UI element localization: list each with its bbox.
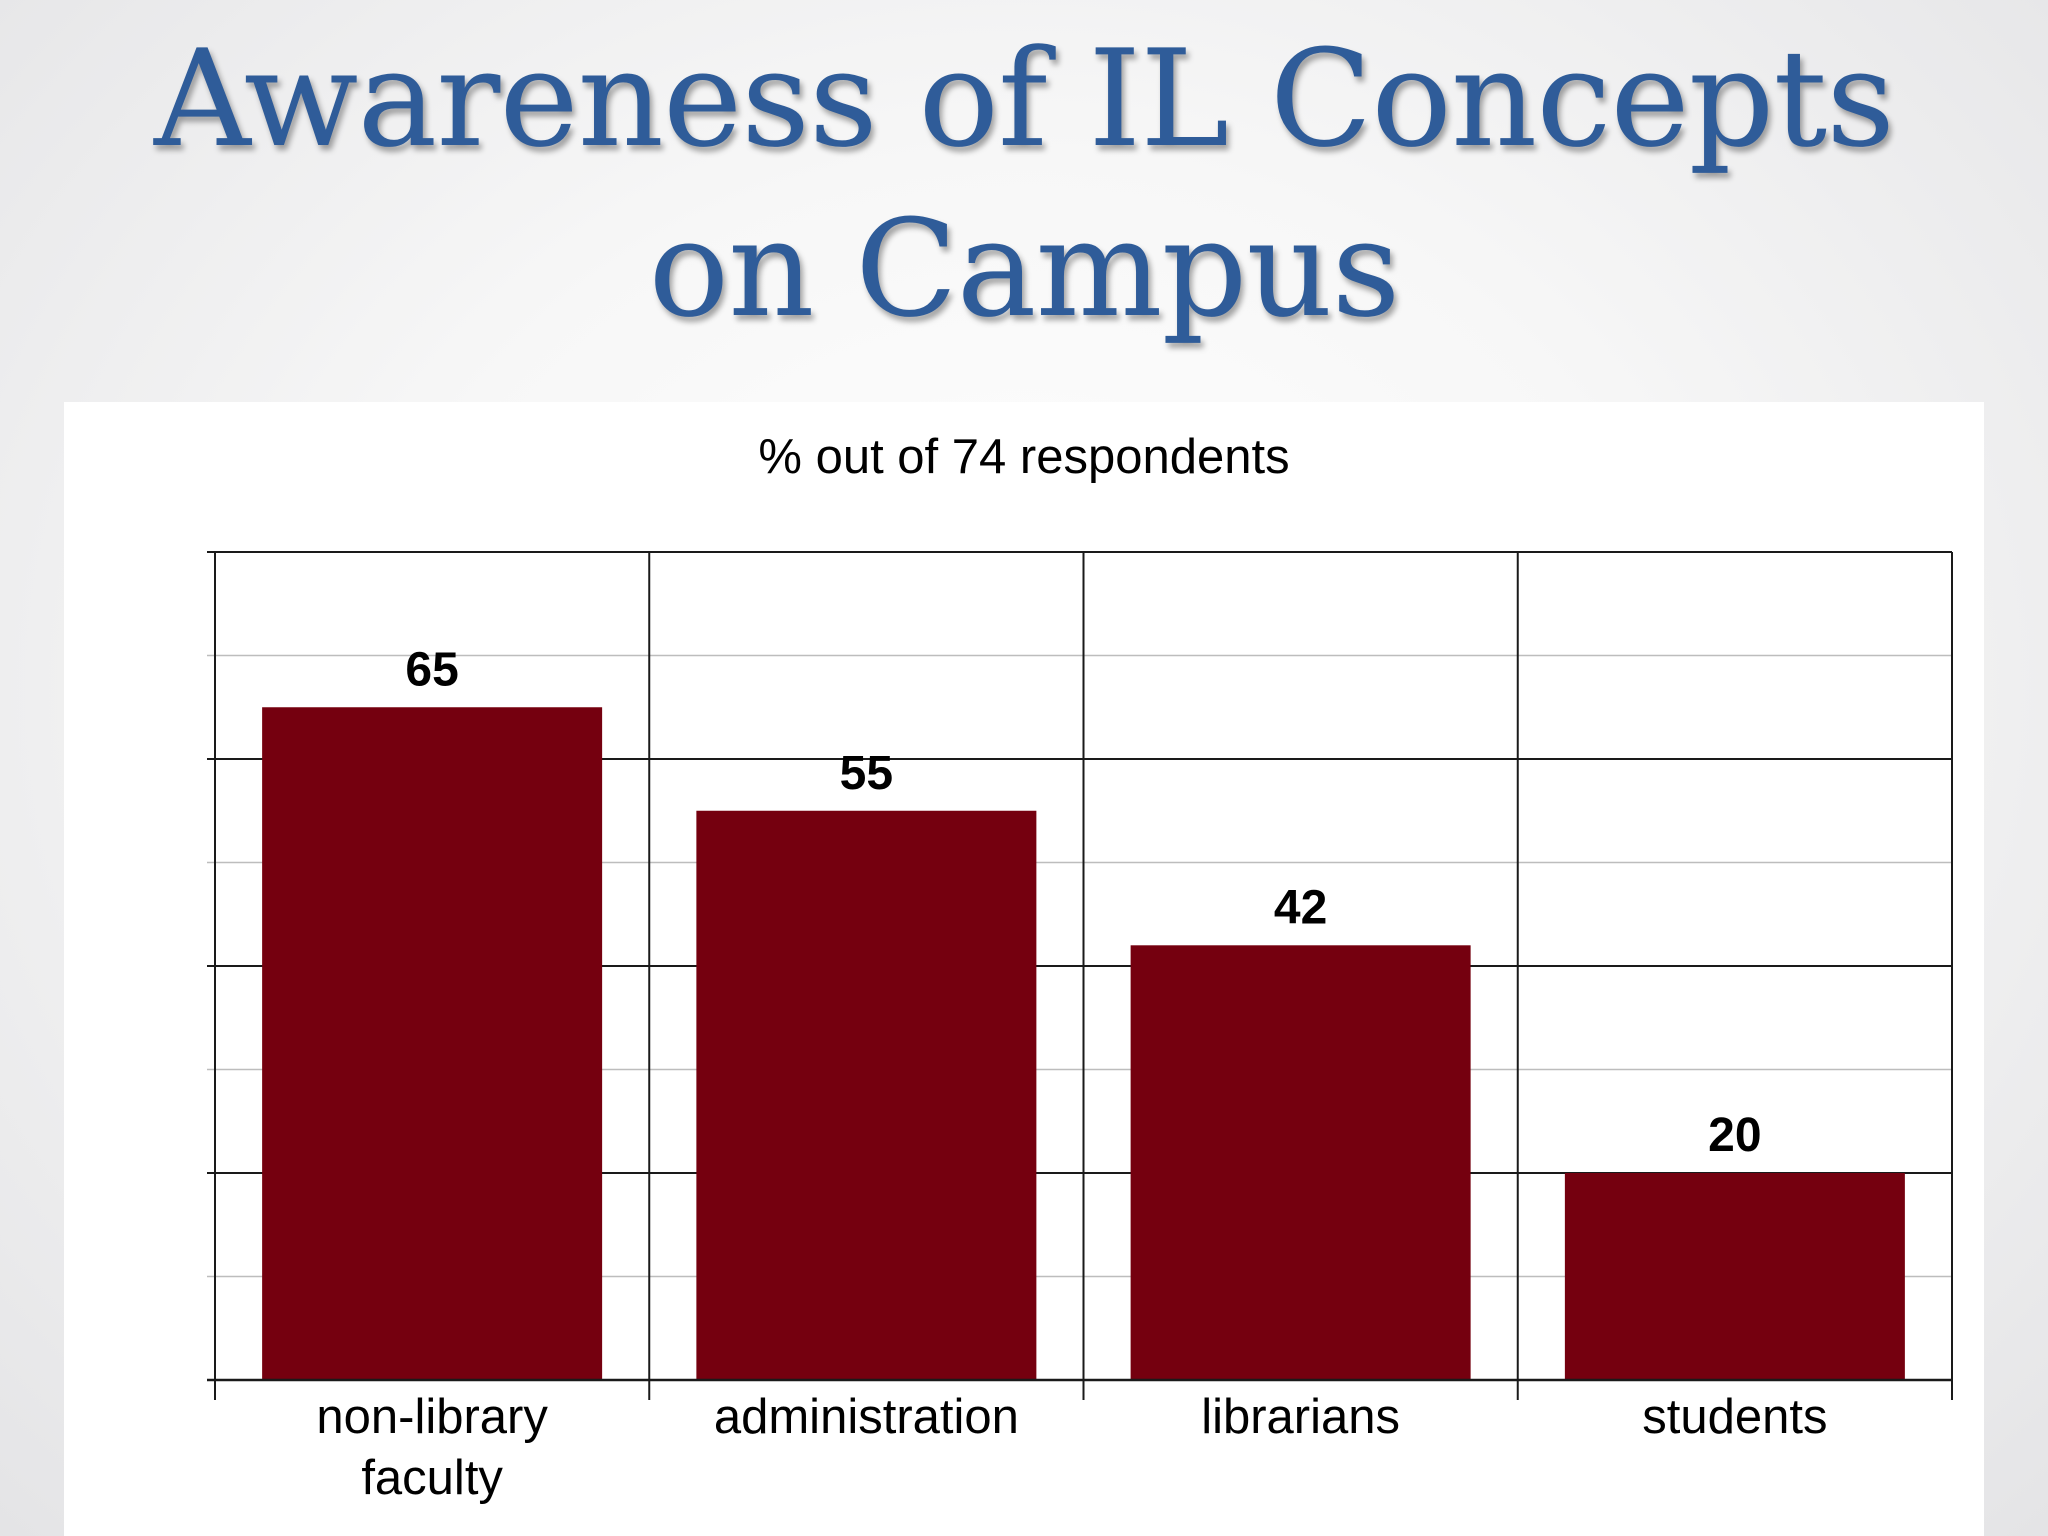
data-label-2: 42 bbox=[1274, 881, 1327, 934]
chart-panel: % out of 74 respondents 65 55 42 20 non-lib… bbox=[64, 402, 1984, 1536]
category-label-2-line-0: librarians bbox=[1201, 1390, 1400, 1444]
category-label-0-line-0: non-library bbox=[316, 1390, 548, 1444]
slide-title-line-1: Awareness of IL Concepts bbox=[153, 21, 1895, 177]
slide-title: Awareness of IL Concepts on Campus bbox=[0, 0, 2048, 354]
bar-chart: % out of 74 respondents 65 55 42 20 non-lib… bbox=[207, 430, 1953, 1505]
data-label-1: 55 bbox=[840, 747, 893, 800]
chart-title: % out of 74 respondents bbox=[758, 430, 1289, 484]
category-labels: non-library faculty administration libraria… bbox=[316, 1390, 1827, 1505]
bar-2 bbox=[1130, 945, 1471, 1380]
data-label-3: 20 bbox=[1708, 1109, 1761, 1162]
bar-1 bbox=[696, 810, 1037, 1380]
category-label-0-line-1: faculty bbox=[361, 1451, 503, 1505]
data-labels: 65 55 42 20 bbox=[405, 643, 1761, 1162]
data-label-0: 65 bbox=[405, 643, 458, 696]
category-label-3-line-0: students bbox=[1642, 1390, 1827, 1444]
slide-title-line-2: on Campus bbox=[648, 191, 1401, 347]
bar-3 bbox=[1564, 1173, 1905, 1380]
category-label-1-line-0: administration bbox=[714, 1390, 1019, 1444]
bar-0 bbox=[262, 707, 603, 1380]
bars bbox=[262, 707, 1905, 1380]
axes bbox=[207, 551, 1952, 1400]
